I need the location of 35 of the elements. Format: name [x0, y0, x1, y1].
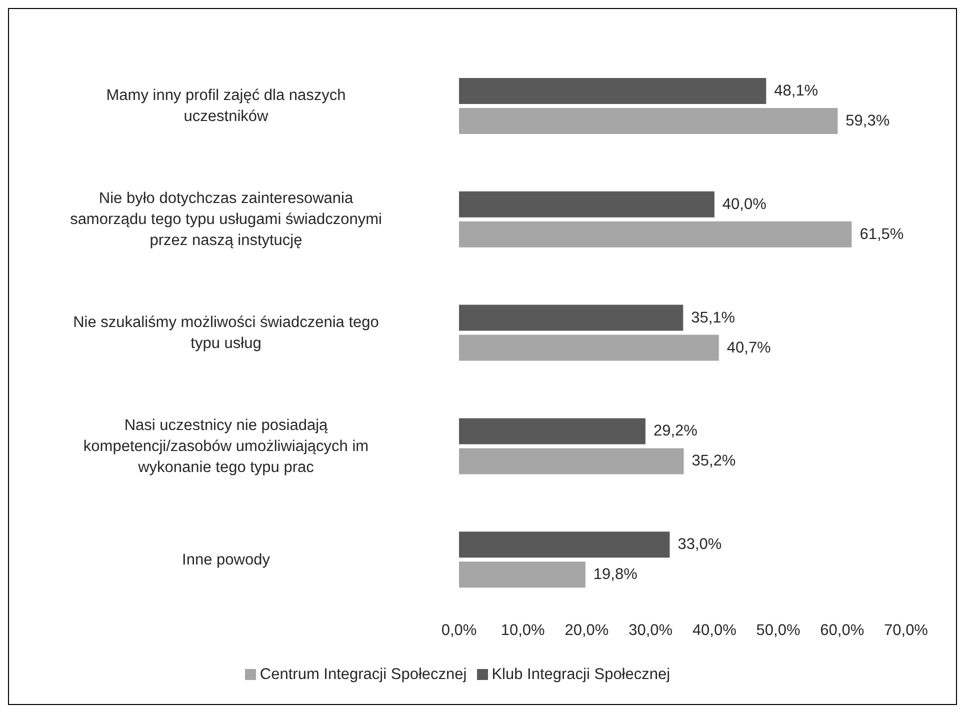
- x-tick-label: 0,0%: [441, 622, 477, 640]
- bar: [459, 304, 684, 331]
- data-label: 48,1%: [774, 82, 818, 100]
- legend-label: Centrum Integracji Społecznej: [260, 666, 467, 683]
- bar: [459, 418, 646, 444]
- x-tick-label: 20,0%: [564, 622, 609, 640]
- y-tick-label: Nie szukaliśmy możliwości świadczenia tego typu usług: [73, 314, 379, 352]
- bar: [459, 221, 852, 248]
- data-label: 29,2%: [653, 422, 698, 440]
- x-tick-label: 30,0%: [628, 622, 673, 640]
- data-label: 40,7%: [726, 339, 772, 356]
- y-tick-label: Nie było dotychczas zainteresowania samorządu tego typu usługami świadczonymi przez naszą instytucję: [70, 190, 382, 249]
- x-tick-label: 60,0%: [820, 622, 864, 640]
- x-tick-label: 50,0%: [756, 622, 800, 640]
- bar: [459, 191, 714, 218]
- x-tick-label: 10,0%: [500, 622, 546, 640]
- bar: [459, 562, 586, 588]
- data-label: 59,3%: [846, 112, 890, 130]
- data-label: 35,2%: [692, 452, 736, 470]
- x-tick-label: 40,0%: [692, 622, 737, 640]
- data-label: 19,8%: [593, 566, 638, 584]
- x-tick-label: 70,0%: [884, 622, 928, 640]
- data-label: 61,5%: [860, 226, 904, 243]
- bar: [459, 532, 670, 558]
- bar: [459, 448, 684, 474]
- legend-label: Klub Integracji Społecznej: [492, 666, 670, 683]
- y-tick-label: Nasi uczestnicy nie posiadają kompetencji/zasobów umożliwiających im wykonanie tego typu prac: [83, 416, 369, 476]
- data-label: 33,0%: [678, 536, 722, 554]
- data-label: 35,1%: [691, 309, 736, 326]
- bar: [459, 334, 719, 361]
- y-tick-label: Mamy inny profil zajęć dla naszych uczestników: [106, 86, 346, 125]
- bar: [459, 108, 838, 134]
- y-tick-label: Inne powody: [182, 550, 270, 568]
- bar: [459, 78, 766, 104]
- data-label: 40,0%: [722, 196, 767, 213]
